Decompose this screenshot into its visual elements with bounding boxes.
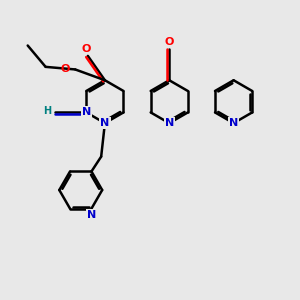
Text: O: O xyxy=(165,37,174,47)
Text: H: H xyxy=(43,106,51,116)
Text: N: N xyxy=(87,211,96,220)
Text: N: N xyxy=(82,107,91,117)
Text: O: O xyxy=(60,64,70,74)
Text: N: N xyxy=(100,118,110,128)
Text: N: N xyxy=(165,118,174,128)
Text: N: N xyxy=(229,118,238,128)
Text: O: O xyxy=(81,44,91,54)
